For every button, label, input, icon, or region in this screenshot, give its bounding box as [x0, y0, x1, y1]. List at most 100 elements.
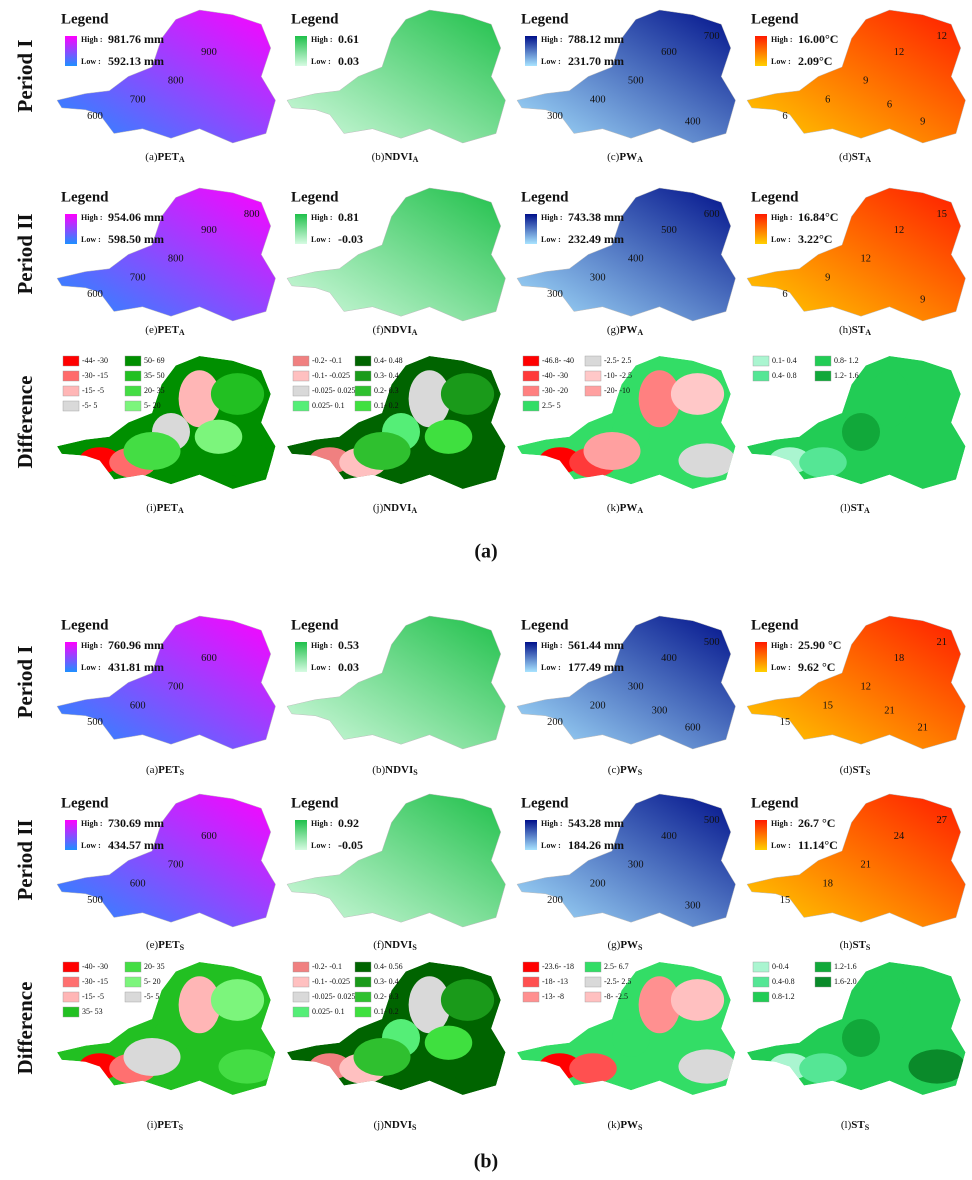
row-label: Difference — [13, 376, 37, 469]
map-area — [517, 188, 736, 321]
legend-low-label: Low : — [311, 663, 331, 672]
caption-var: PET — [158, 939, 180, 951]
contour-label: 12 — [937, 31, 947, 42]
legend: -44- -30-30- -15-15- -5-5- 550- 6935- 50… — [63, 356, 165, 411]
caption-sub: A — [411, 506, 417, 515]
legend-swatch — [815, 962, 831, 972]
legend-low-label: Low : — [81, 57, 101, 66]
legend-class-label: 0.8- 1.2 — [834, 356, 859, 365]
contour-label: 700 — [704, 31, 720, 42]
contour-label: 9 — [863, 76, 868, 87]
caption-sub: S — [638, 943, 643, 952]
legend-class-label: -13- -8 — [542, 992, 564, 1001]
caption-letter: (i) — [146, 502, 157, 514]
legend-low-label: Low : — [541, 235, 561, 244]
legend-swatch — [815, 356, 831, 366]
map-zone — [441, 979, 494, 1021]
contour-label: 18 — [894, 653, 904, 664]
contour-label: 6 — [887, 99, 892, 110]
contour-label: 300 — [547, 111, 563, 122]
caption-letter: (f) — [373, 939, 384, 951]
contour-label: 9 — [825, 273, 830, 284]
contour-label: 900 — [201, 225, 217, 236]
legend-swatch — [523, 992, 539, 1002]
legend-swatch — [585, 962, 601, 972]
legend-low-label: Low : — [541, 841, 561, 850]
contour-label: 900 — [201, 47, 217, 58]
map-zone — [612, 1019, 650, 1057]
legend: LegendHigh :954.06 mmLow :598.50 mm — [61, 189, 164, 245]
legend-low-label: Low : — [81, 841, 101, 850]
map-area — [287, 616, 506, 749]
legend-class-label: -0.2- -0.1 — [312, 356, 342, 365]
map-caption: (b)NDVIS — [372, 764, 418, 777]
caption-letter: (l) — [840, 502, 851, 514]
legend-swatch — [293, 1007, 309, 1017]
legend-class-label: -23.6- -18 — [542, 962, 574, 971]
contour-label: 12 — [894, 47, 904, 58]
legend-swatch — [65, 214, 77, 244]
legend-class-label: -10- -2.5 — [604, 371, 632, 380]
caption-var: ST — [852, 151, 866, 163]
map-caption: (h)STA — [839, 324, 871, 337]
legend-class-label: 0.4- 0.56 — [374, 962, 403, 971]
contour-label: 9 — [920, 116, 925, 127]
contour-label: 18 — [823, 879, 833, 890]
map-cell: -40- -30-30- -15-15- -535- 5320- 355- 20… — [57, 962, 276, 1095]
legend: LegendHigh :730.69 mmLow :434.57 mm — [61, 795, 164, 851]
legend-swatch — [585, 977, 601, 987]
legend-swatch — [523, 962, 539, 972]
map-caption: (i)PETS — [147, 1119, 184, 1132]
map-zone — [679, 1049, 736, 1083]
legend: LegendHigh :26.7 °CLow :11.14°C — [751, 795, 838, 851]
map-zone — [799, 1053, 847, 1083]
legend-low-label: Low : — [541, 663, 561, 672]
map-zone — [211, 373, 264, 415]
legend-title: Legend — [521, 795, 569, 811]
map-area — [747, 794, 966, 927]
map-zone — [584, 432, 641, 470]
legend-high-value: 0.53 — [338, 638, 359, 652]
legend-high-value: 26.7 °C — [798, 816, 835, 830]
legend-class-label: 0.3- 0.4 — [374, 977, 399, 986]
caption-sub: A — [179, 155, 185, 164]
legend-swatch — [755, 642, 767, 672]
legend-class-label: 1.2-1.6 — [834, 962, 857, 971]
legend-class-label: 1.6-2.0 — [834, 977, 857, 986]
legend-high-label: High : — [771, 35, 793, 44]
caption-var: PET — [157, 502, 179, 514]
caption-letter: (e) — [146, 939, 159, 951]
legend-low-label: Low : — [311, 841, 331, 850]
legend-class-label: 0.4- 0.8 — [772, 371, 797, 380]
legend-high-label: High : — [311, 819, 333, 828]
legend-class-label: -15- -5 — [82, 386, 104, 395]
legend-class-label: 0.025- 0.1 — [312, 1007, 345, 1016]
legend-low-value: -0.03 — [338, 232, 363, 246]
caption-sub: A — [413, 155, 419, 164]
legend: LegendHigh :760.96 mmLow :431.81 mm — [61, 617, 164, 673]
legend-class-label: 5- 20 — [144, 401, 161, 410]
contour-label: 700 — [168, 682, 184, 693]
legend-high-label: High : — [81, 819, 103, 828]
map-zone — [869, 370, 911, 427]
legend-low-value: 598.50 mm — [108, 232, 164, 246]
caption-letter: (g) — [607, 939, 620, 951]
contour-label: 300 — [628, 682, 644, 693]
legend-swatch — [355, 371, 371, 381]
contour-label: 600 — [201, 831, 217, 842]
legend-low-value: 3.22°C — [798, 232, 832, 246]
map-caption: (b)NDVIA — [372, 151, 419, 164]
map-zone — [441, 373, 494, 415]
legend-class-label: -5- 5 — [144, 992, 159, 1001]
map-zone — [354, 432, 411, 470]
legend-swatch — [65, 36, 77, 66]
legend-title: Legend — [61, 617, 109, 633]
caption-letter: (e) — [145, 324, 158, 336]
legend: 0-0.40.4-0.80.8-1.21.2-1.61.6-2.0 — [753, 962, 857, 1002]
legend-swatch — [293, 992, 309, 1002]
contour-label: 21 — [918, 722, 928, 733]
map-caption: (a)PETS — [146, 764, 185, 777]
map-area — [747, 188, 966, 321]
map-zone — [124, 1038, 181, 1076]
caption-sub: A — [637, 328, 643, 337]
